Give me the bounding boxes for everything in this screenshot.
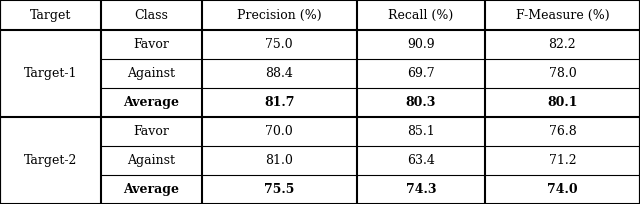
Text: Average: Average — [123, 96, 179, 109]
Text: 76.8: 76.8 — [548, 125, 576, 138]
Text: 78.0: 78.0 — [548, 67, 576, 80]
Text: Precision (%): Precision (%) — [237, 9, 321, 22]
Text: 74.0: 74.0 — [547, 183, 578, 196]
Text: 80.1: 80.1 — [547, 96, 578, 109]
Text: 63.4: 63.4 — [407, 154, 435, 167]
Text: 69.7: 69.7 — [407, 67, 435, 80]
Text: 71.2: 71.2 — [548, 154, 576, 167]
Text: Class: Class — [134, 9, 168, 22]
Text: Against: Against — [127, 67, 175, 80]
Text: Target: Target — [29, 9, 71, 22]
Text: 82.2: 82.2 — [548, 38, 576, 51]
Text: Favor: Favor — [133, 38, 169, 51]
Text: 81.7: 81.7 — [264, 96, 294, 109]
Text: 88.4: 88.4 — [265, 67, 293, 80]
Text: 75.0: 75.0 — [266, 38, 293, 51]
Text: F-Measure (%): F-Measure (%) — [516, 9, 609, 22]
Text: 90.9: 90.9 — [407, 38, 435, 51]
Text: 81.0: 81.0 — [265, 154, 293, 167]
Text: 80.3: 80.3 — [406, 96, 436, 109]
Text: 74.3: 74.3 — [406, 183, 436, 196]
Text: Target-2: Target-2 — [24, 154, 77, 167]
Text: Average: Average — [123, 183, 179, 196]
Text: Favor: Favor — [133, 125, 169, 138]
Text: 85.1: 85.1 — [407, 125, 435, 138]
Text: Recall (%): Recall (%) — [388, 9, 453, 22]
Text: Target-1: Target-1 — [24, 67, 77, 80]
Text: 75.5: 75.5 — [264, 183, 294, 196]
Text: Against: Against — [127, 154, 175, 167]
Text: 70.0: 70.0 — [265, 125, 293, 138]
